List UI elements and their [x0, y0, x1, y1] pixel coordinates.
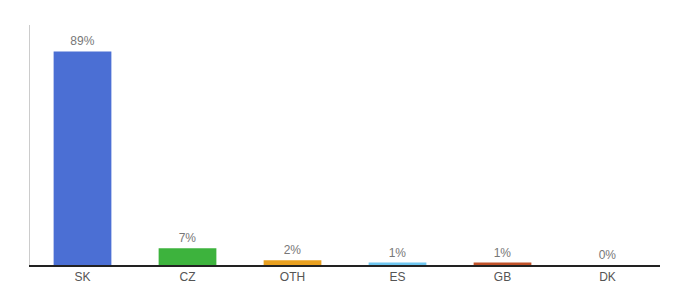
- svg-text:SK: SK: [74, 270, 90, 284]
- svg-text:1%: 1%: [494, 246, 512, 260]
- svg-text:GB: GB: [494, 270, 511, 284]
- svg-text:DK: DK: [599, 270, 616, 284]
- svg-text:0%: 0%: [599, 248, 617, 262]
- svg-text:1%: 1%: [389, 246, 407, 260]
- svg-text:ES: ES: [389, 270, 405, 284]
- svg-text:2%: 2%: [284, 243, 302, 257]
- svg-text:89%: 89%: [70, 34, 94, 48]
- svg-text:CZ: CZ: [180, 270, 196, 284]
- svg-text:OTH: OTH: [280, 270, 305, 284]
- svg-text:7%: 7%: [179, 231, 197, 245]
